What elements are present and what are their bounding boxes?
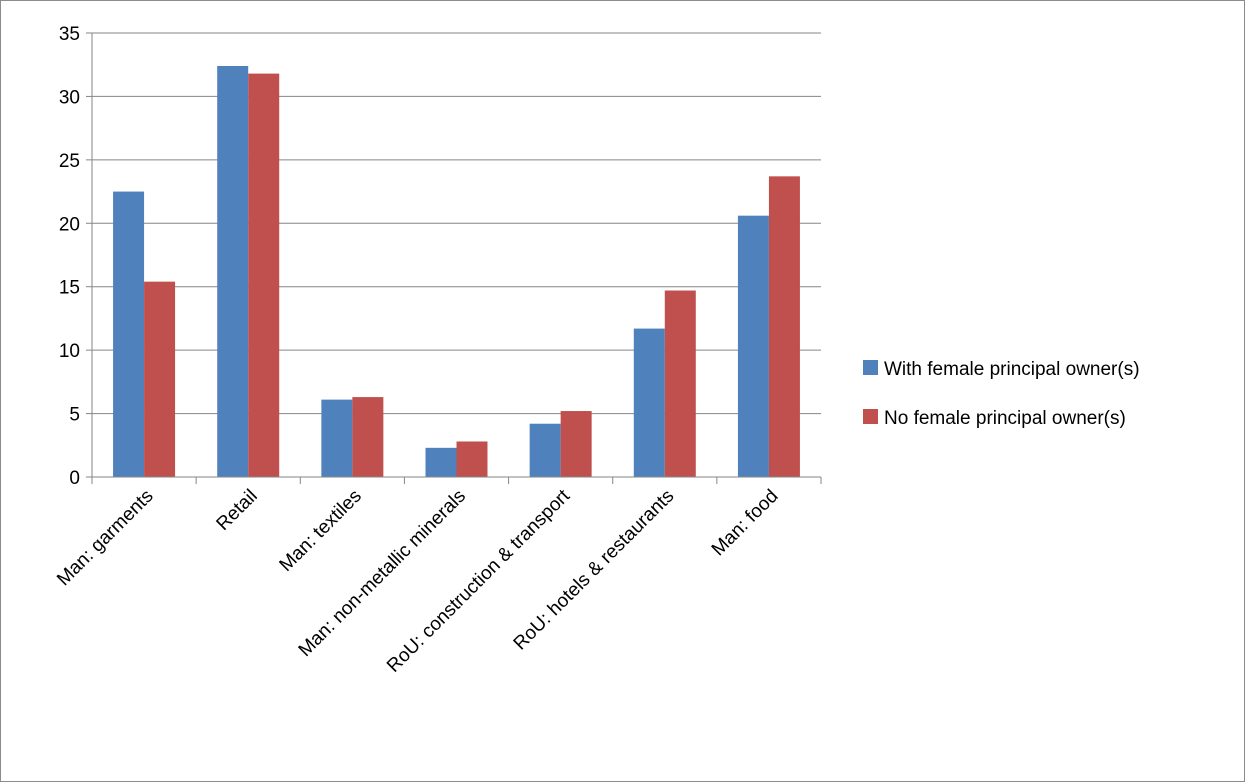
legend-swatch: [863, 409, 878, 424]
bar-with-female-owner-1: [217, 65, 249, 478]
y-tick-label: 10: [59, 341, 80, 362]
bar-no-female-owner-0: [144, 281, 176, 477]
legend-swatch: [863, 360, 878, 375]
axes: [86, 32, 822, 484]
x-tick-label: Man: garments: [53, 486, 157, 590]
bar-no-female-owner-1: [248, 73, 280, 477]
bar-no-female-owner-3: [456, 441, 488, 477]
bar-with-female-owner-0: [113, 191, 145, 478]
x-tick-label: Retail: [213, 486, 262, 535]
legend: With female principal owner(s) No female …: [863, 359, 1140, 429]
y-tick-label: 0: [69, 468, 80, 489]
bars: [113, 65, 800, 478]
bar-with-female-owner-5: [633, 328, 665, 477]
x-tick-label: RoU: construction & transport: [383, 485, 575, 677]
bar-no-female-owner-5: [664, 290, 696, 477]
bar-no-female-owner-2: [352, 397, 384, 477]
y-tick-label: 5: [69, 405, 80, 426]
gridlines: [92, 32, 821, 415]
y-tick-label: 30: [59, 87, 80, 108]
legend-label: With female principal owner(s): [884, 359, 1140, 380]
y-tick-label: 15: [59, 278, 80, 299]
bar-with-female-owner-6: [737, 215, 769, 477]
bar-no-female-owner-4: [560, 411, 592, 477]
bar-with-female-owner-4: [529, 423, 561, 477]
x-tick-label: Man: textiles: [276, 486, 366, 576]
bar-with-female-owner-2: [321, 399, 353, 477]
x-tick-label: Man: food: [708, 486, 783, 561]
bar-with-female-owner-3: [425, 447, 457, 477]
y-tick-label: 35: [59, 24, 80, 45]
y-tick-label: 25: [59, 151, 80, 172]
y-tick-label: 20: [59, 214, 80, 235]
bar-no-female-owner-6: [768, 176, 800, 477]
y-tick-labels: 0 5 10 15 20 25 30 35: [59, 24, 80, 489]
x-tick-label: Man: non-metallic minerals: [295, 486, 470, 661]
legend-label: No female principal owner(s): [884, 408, 1126, 429]
